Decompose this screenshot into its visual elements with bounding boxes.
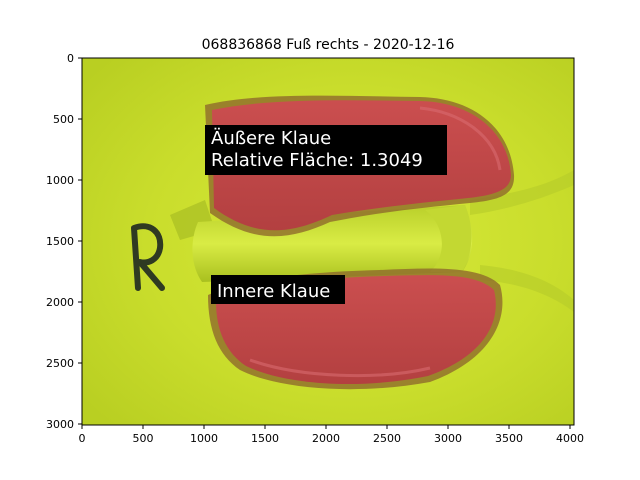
handwritten-r-mark [131, 223, 165, 291]
x-tick-label: 3000 [434, 432, 462, 445]
y-tick-label: 2000 [46, 296, 74, 309]
mat-fold-shadow [480, 265, 574, 312]
y-tick-label: 3000 [46, 418, 74, 431]
y-tick-label: 0 [67, 52, 74, 65]
inner-claw-label: Innere Klaue [217, 281, 330, 302]
mat-fold-shadow [470, 170, 574, 215]
y-tick-label: 2500 [46, 357, 74, 370]
y-axis: 0 500 1000 1500 2000 2500 3000 [46, 52, 82, 431]
outer-claw-label: Äußere Klaue [211, 128, 331, 149]
y-tick-label: 1500 [46, 235, 74, 248]
outer-claw-highlight [419, 106, 502, 171]
x-tick-label: 1500 [251, 432, 279, 445]
inner-claw-highlight [249, 358, 431, 378]
y-tick-label: 500 [53, 113, 74, 126]
x-tick-label: 2500 [373, 432, 401, 445]
inner-claw-label-box [211, 275, 345, 304]
figure-title: 068836868 Fuß rechts - 2020-12-16 [202, 37, 455, 53]
outer-claw-area-label: Relative Fläche: 1.3049 [211, 150, 423, 171]
y-tick-label: 1000 [46, 174, 74, 187]
photo: Äußere Klaue Relative Fläche: 1.3049 Inn… [82, 58, 574, 425]
x-tick-label: 0 [79, 432, 86, 445]
x-tick-label: 2000 [312, 432, 340, 445]
x-tick-label: 3500 [495, 432, 523, 445]
hoof-bridge-highlight [425, 205, 472, 272]
x-tick-label: 4000 [556, 432, 584, 445]
x-tick-label: 500 [133, 432, 154, 445]
x-tick-label: 1000 [190, 432, 218, 445]
outer-claw-label-box [205, 125, 447, 175]
x-axis: 0 500 1000 1500 2000 2500 3000 3500 4000 [79, 425, 584, 445]
